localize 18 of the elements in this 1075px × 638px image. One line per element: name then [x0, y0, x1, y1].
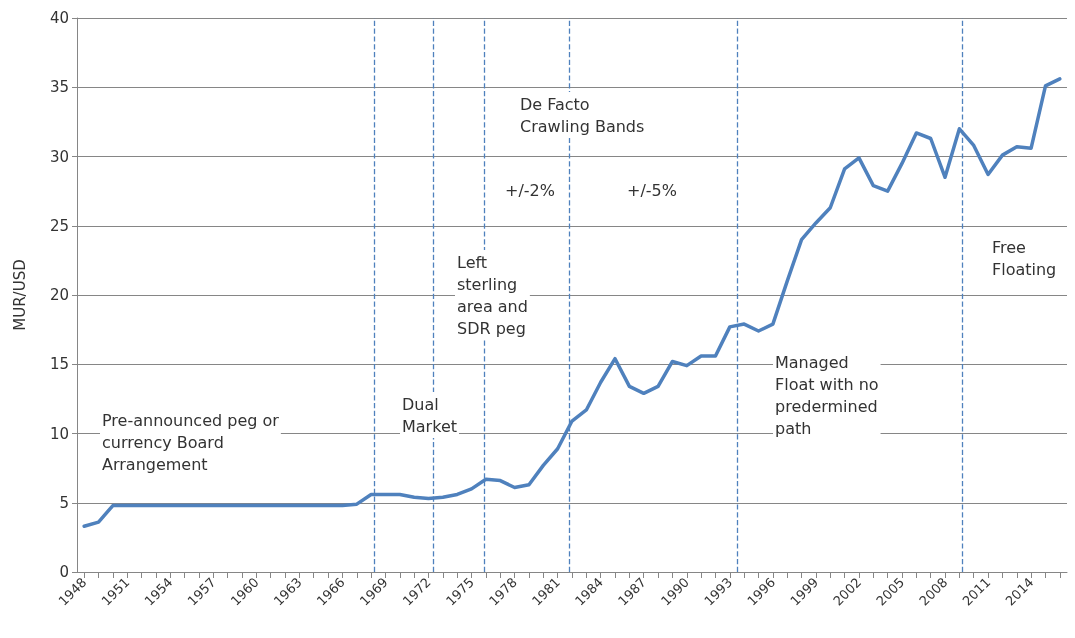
y-axis-title: MUR/USD — [10, 259, 29, 331]
y-tick-label: 35 — [49, 78, 69, 97]
annotation: Pre-announced peg or currency Board Arrangement — [102, 410, 280, 474]
y-tick-label: 20 — [49, 286, 69, 304]
y-tick-label: 10 — [49, 424, 69, 443]
annotation: Managed Float with no predermined path — [775, 352, 879, 438]
y-tick-label: 25 — [49, 216, 69, 235]
y-tick-label: 0 — [59, 563, 69, 581]
annotation: Left sterling area and SDR peg — [457, 252, 528, 338]
annotation: +/-5% — [627, 180, 677, 200]
y-tick-label: 40 — [49, 9, 69, 27]
annotation: Free Floating — [992, 237, 1057, 279]
y-tick-label: 30 — [49, 147, 69, 166]
y-tick-label: 5 — [59, 493, 69, 512]
annotation: De Facto Crawling Bands — [520, 94, 645, 136]
annotation: +/-2% — [505, 180, 555, 200]
annotation: Dual Market — [402, 394, 457, 436]
y-tick-label: 15 — [49, 355, 69, 374]
